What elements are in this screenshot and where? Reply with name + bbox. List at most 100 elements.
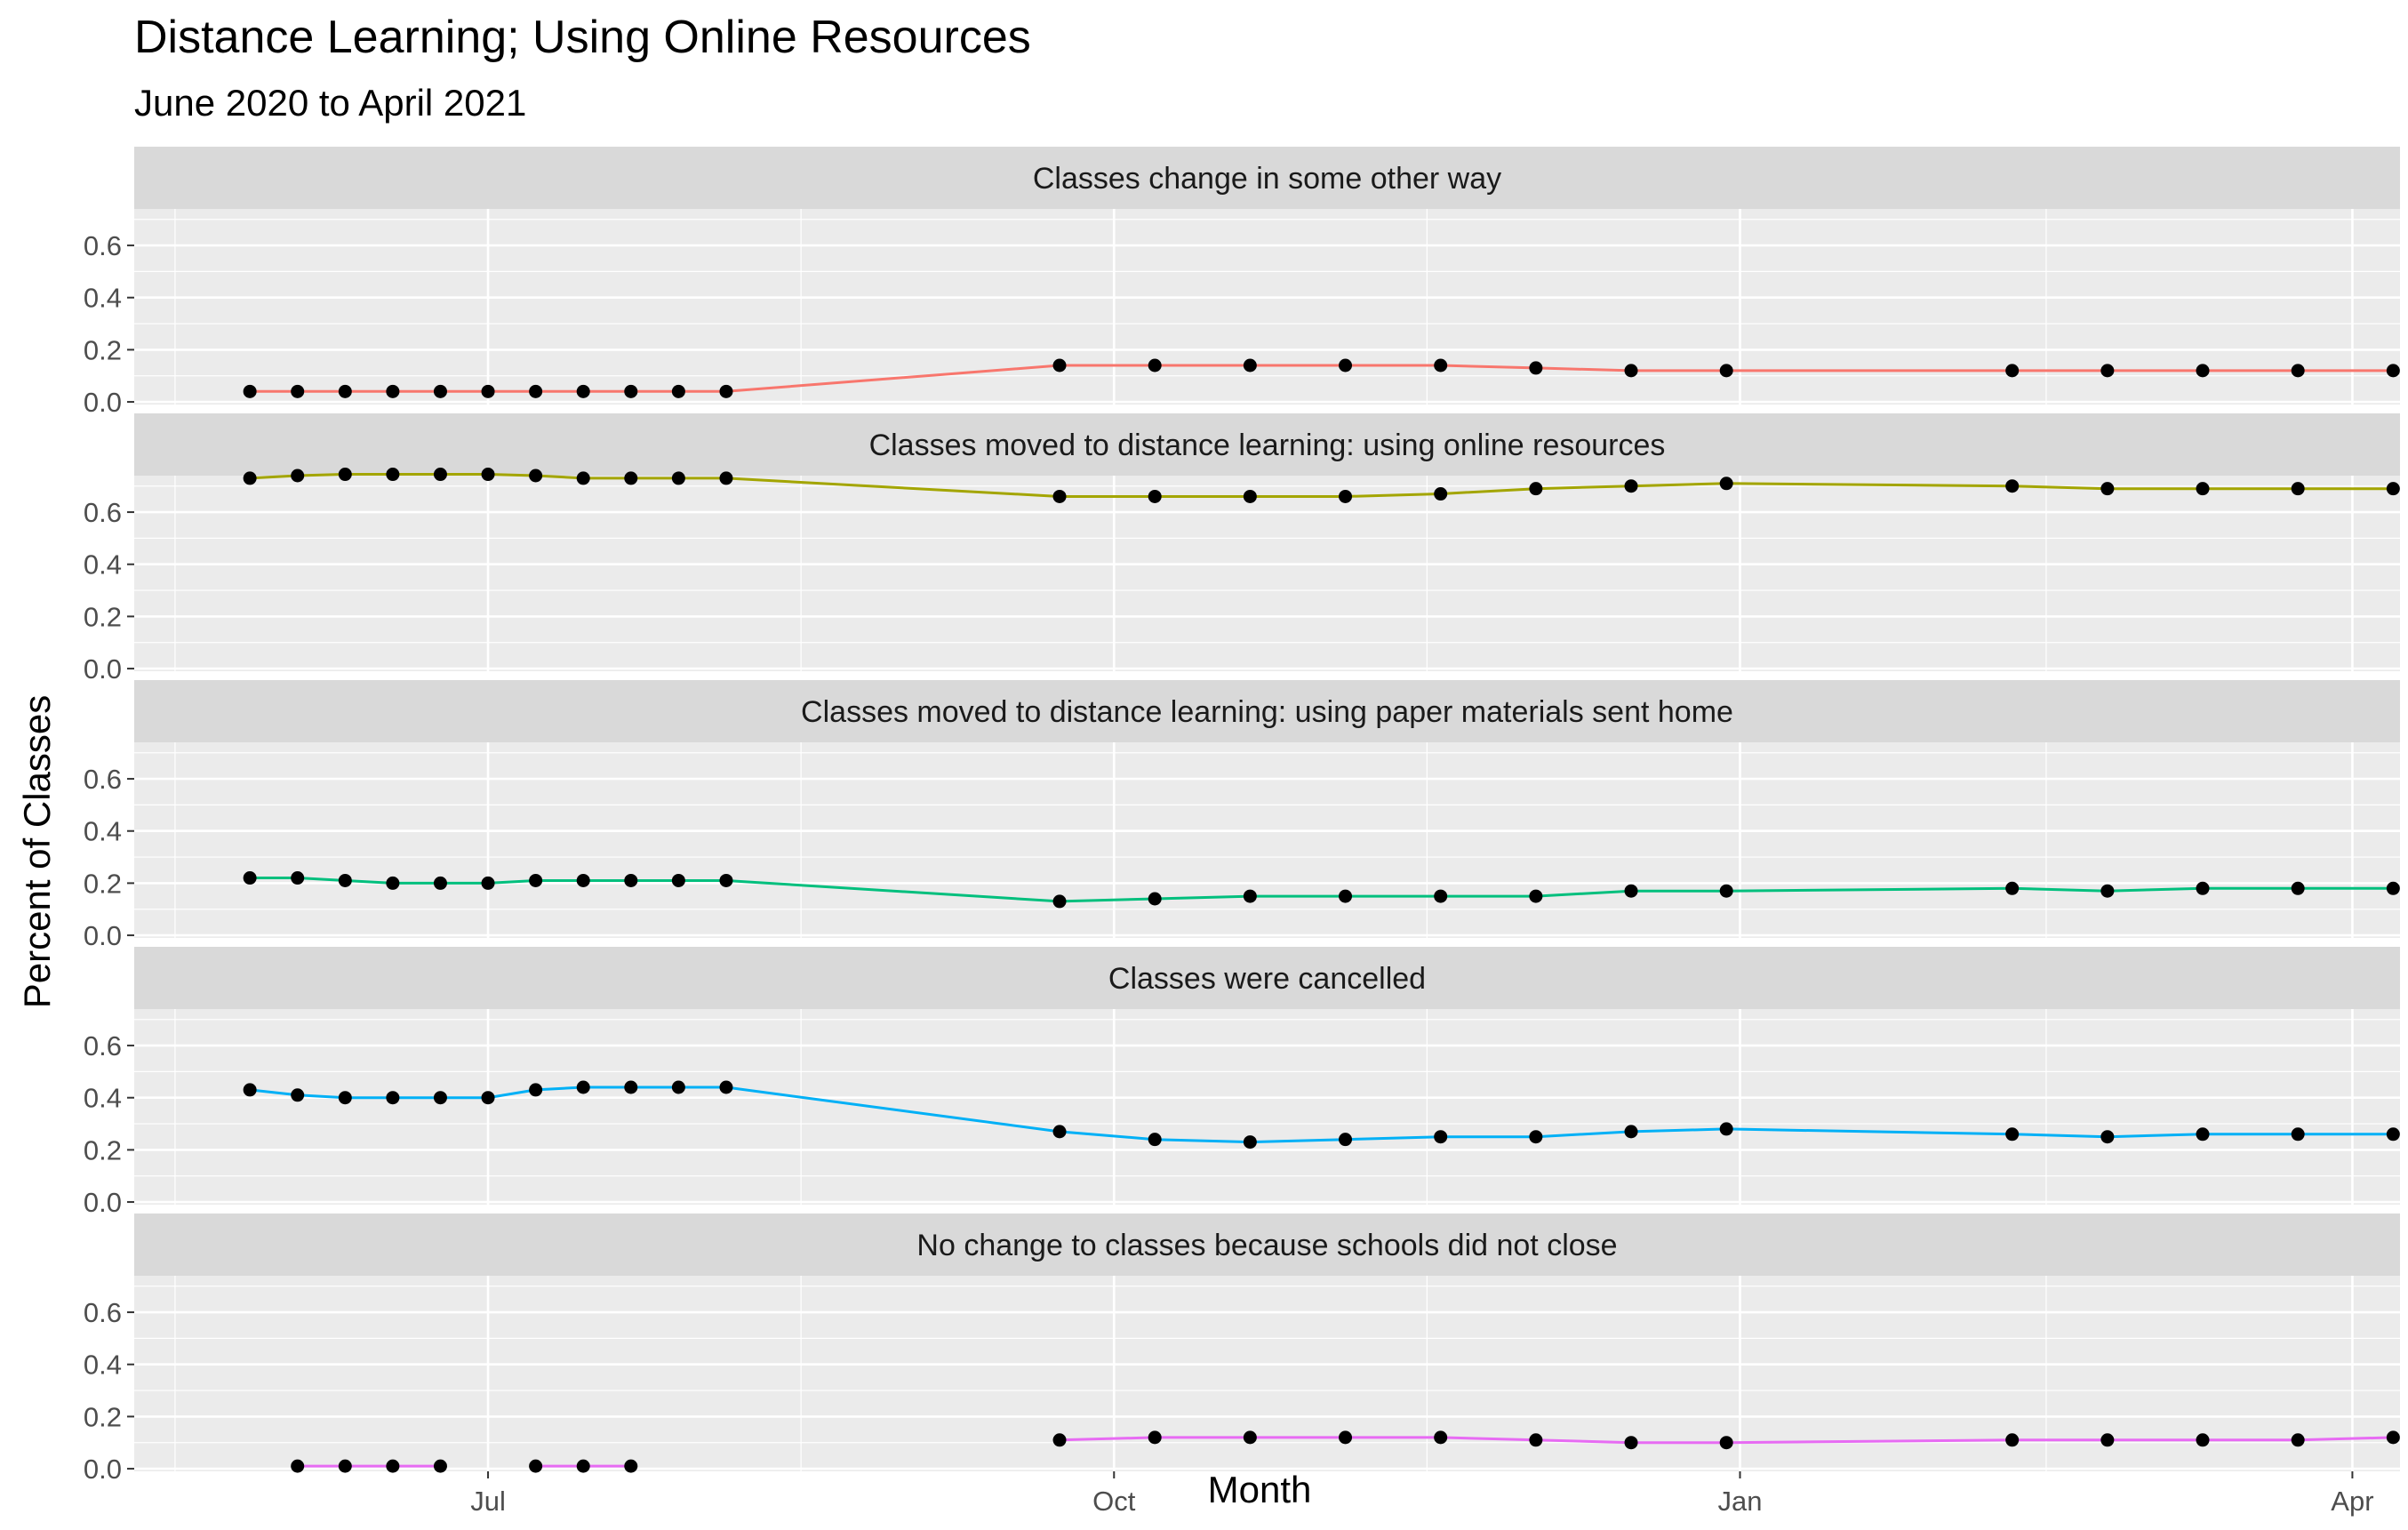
data-point bbox=[1052, 489, 1067, 503]
x-axis-title: Month bbox=[1208, 1469, 1312, 1510]
data-point bbox=[624, 384, 638, 398]
data-point bbox=[1243, 1135, 1257, 1150]
data-point bbox=[1339, 358, 1353, 372]
data-point bbox=[2100, 482, 2115, 496]
data-point bbox=[1529, 889, 1543, 903]
data-point bbox=[433, 876, 447, 890]
facet-strip-label: Classes moved to distance learning: usin… bbox=[869, 429, 1666, 462]
data-point bbox=[624, 873, 638, 887]
data-point bbox=[291, 871, 305, 885]
data-point bbox=[1719, 1122, 1733, 1136]
data-point bbox=[1339, 489, 1353, 503]
data-point bbox=[1434, 487, 1448, 501]
data-point bbox=[719, 873, 733, 887]
panel-background bbox=[134, 209, 2400, 405]
data-point bbox=[433, 468, 447, 482]
data-point bbox=[1719, 884, 1733, 898]
data-point bbox=[2005, 479, 2020, 493]
panel-background bbox=[134, 476, 2400, 671]
data-point bbox=[671, 384, 685, 398]
chart-title: Distance Learning; Using Online Resource… bbox=[134, 12, 1031, 63]
y-tick-label: 0.0 bbox=[84, 387, 122, 418]
data-point bbox=[2100, 1433, 2115, 1447]
data-point bbox=[2196, 1433, 2210, 1447]
data-point bbox=[1434, 358, 1448, 372]
data-point bbox=[481, 1091, 495, 1105]
panel-background bbox=[134, 742, 2400, 938]
data-point bbox=[243, 471, 257, 485]
data-point bbox=[1339, 889, 1353, 903]
data-point bbox=[2005, 1127, 2020, 1141]
data-point bbox=[481, 468, 495, 482]
data-point bbox=[1243, 1430, 1257, 1445]
data-point bbox=[2100, 1130, 2115, 1144]
data-point bbox=[2005, 364, 2020, 378]
y-tick-label: 0.6 bbox=[84, 1297, 122, 1328]
chart-subtitle: June 2020 to April 2021 bbox=[134, 82, 527, 124]
data-point bbox=[576, 384, 590, 398]
data-point bbox=[386, 876, 400, 890]
data-point bbox=[2386, 881, 2400, 895]
y-tick-label: 0.2 bbox=[84, 1401, 122, 1432]
data-point bbox=[529, 1459, 543, 1473]
y-tick-label: 0.6 bbox=[84, 497, 122, 528]
data-point bbox=[2100, 364, 2115, 378]
x-tick-label: Oct bbox=[1092, 1486, 1136, 1517]
data-point bbox=[576, 873, 590, 887]
data-point bbox=[1434, 1430, 1448, 1445]
y-tick-label: 0.0 bbox=[84, 1454, 122, 1485]
data-point bbox=[2291, 1127, 2305, 1141]
data-point bbox=[1243, 889, 1257, 903]
data-point bbox=[1719, 1436, 1733, 1450]
x-tick-label: Jul bbox=[470, 1486, 506, 1517]
data-point bbox=[243, 384, 257, 398]
y-tick-label: 0.2 bbox=[84, 1134, 122, 1166]
data-point bbox=[481, 384, 495, 398]
data-point bbox=[291, 1088, 305, 1102]
facet-strip bbox=[134, 680, 2400, 742]
data-point bbox=[338, 1091, 352, 1105]
data-point bbox=[2386, 1127, 2400, 1141]
y-tick-label: 0.6 bbox=[84, 1030, 122, 1061]
data-point bbox=[2005, 881, 2020, 895]
data-point bbox=[1339, 1133, 1353, 1147]
data-point bbox=[1148, 1430, 1162, 1445]
data-point bbox=[624, 1459, 638, 1473]
y-tick-label: 0.2 bbox=[84, 601, 122, 632]
y-tick-label: 0.4 bbox=[84, 549, 122, 581]
facet-strip bbox=[134, 413, 2400, 476]
data-point bbox=[1148, 358, 1162, 372]
data-point bbox=[1052, 1433, 1067, 1447]
data-point bbox=[2291, 881, 2305, 895]
data-point bbox=[1719, 477, 1733, 491]
data-point bbox=[1148, 489, 1162, 503]
data-point bbox=[624, 471, 638, 485]
facet-strip bbox=[134, 147, 2400, 209]
data-point bbox=[1052, 1125, 1067, 1139]
data-point bbox=[1529, 482, 1543, 496]
data-point bbox=[2291, 1433, 2305, 1447]
data-point bbox=[338, 384, 352, 398]
data-point bbox=[338, 873, 352, 887]
panel-background bbox=[134, 1276, 2400, 1471]
data-point bbox=[1624, 1125, 1638, 1139]
data-point bbox=[1339, 1430, 1353, 1445]
data-point bbox=[529, 1083, 543, 1097]
data-point bbox=[1624, 364, 1638, 378]
y-tick-label: 0.0 bbox=[84, 1187, 122, 1218]
facet-strip bbox=[134, 1214, 2400, 1276]
data-point bbox=[291, 384, 305, 398]
y-tick-label: 0.2 bbox=[84, 868, 122, 899]
y-tick-label: 0.4 bbox=[84, 1350, 122, 1381]
facet-panel: Classes moved to distance learning: usin… bbox=[84, 413, 2400, 685]
data-point bbox=[719, 471, 733, 485]
data-point bbox=[433, 1091, 447, 1105]
data-point bbox=[2196, 881, 2210, 895]
data-point bbox=[243, 871, 257, 885]
data-point bbox=[1243, 489, 1257, 503]
data-point bbox=[2386, 364, 2400, 378]
data-point bbox=[1529, 361, 1543, 375]
y-tick-label: 0.4 bbox=[84, 1083, 122, 1114]
data-point bbox=[1719, 364, 1733, 378]
